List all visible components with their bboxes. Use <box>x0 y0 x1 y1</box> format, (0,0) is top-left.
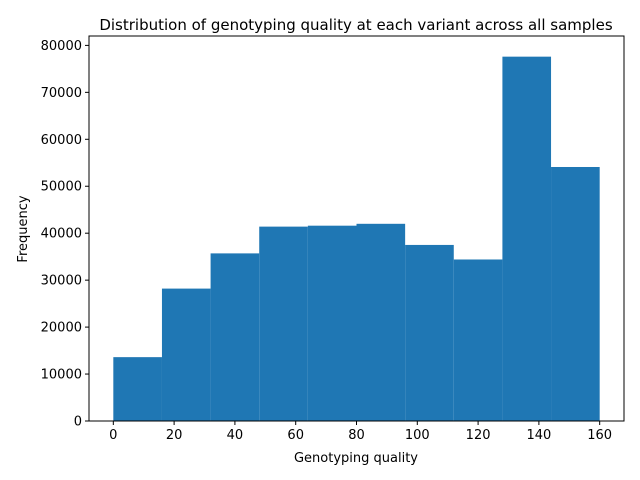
x-tick-label: 0 <box>109 428 117 443</box>
histogram-bar <box>307 225 357 421</box>
histogram-bar <box>259 226 308 421</box>
y-axis: 0 10000 20000 30000 40000 50000 60000 70000 8000… <box>41 39 89 430</box>
y-tick-label: 50000 <box>41 180 82 195</box>
histogram-bar <box>551 166 600 421</box>
histogram-bar <box>502 56 552 421</box>
chart-title: Distribution of genotyping quality at ea… <box>99 16 612 34</box>
y-tick-label: 10000 <box>41 368 82 383</box>
x-tick-label: 100 <box>405 428 430 443</box>
plot-frame <box>88 35 625 422</box>
x-tick-label: 40 <box>227 428 244 443</box>
x-tick-label: 60 <box>287 428 304 443</box>
y-tick-label: 0 <box>74 415 82 430</box>
histogram-bar <box>210 253 260 421</box>
y-tick-label: 20000 <box>41 321 82 336</box>
histogram-bar <box>113 357 162 421</box>
y-axis-label: Frequency <box>16 195 31 262</box>
y-tick-label: 40000 <box>41 227 82 242</box>
histogram-bar <box>356 223 406 421</box>
histogram-bar <box>161 288 211 421</box>
y-tick-label: 80000 <box>41 39 82 54</box>
x-axis: 0 20 40 60 80 100 120 140 160 <box>109 421 612 443</box>
x-tick-label: 20 <box>166 428 183 443</box>
y-tick-label: 30000 <box>41 274 82 289</box>
histogram-bar <box>453 259 503 421</box>
histogram-bar <box>405 244 454 421</box>
x-tick-label: 80 <box>348 428 365 443</box>
x-tick-label: 120 <box>466 428 491 443</box>
y-tick-label: 60000 <box>41 133 82 148</box>
bars-group <box>113 56 600 421</box>
x-tick-label: 160 <box>587 428 612 443</box>
y-tick-label: 70000 <box>41 86 82 101</box>
x-axis-label: Genotyping quality <box>294 451 418 466</box>
x-tick-label: 140 <box>526 428 551 443</box>
